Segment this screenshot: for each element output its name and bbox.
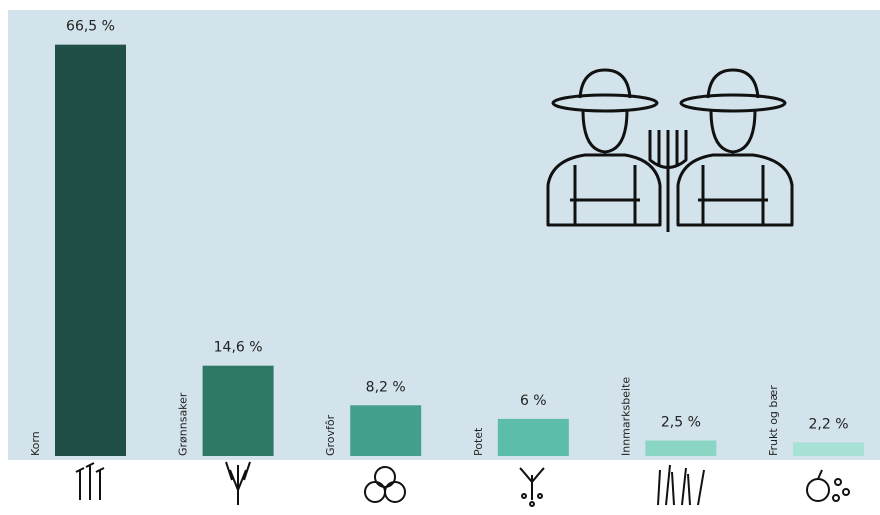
- bar: [350, 405, 421, 456]
- category-label: Grovfôr: [324, 414, 337, 456]
- value-label: 2,5 %: [661, 415, 701, 431]
- bar: [498, 419, 569, 456]
- bar: [55, 45, 126, 456]
- category-label: Innmarksbeite: [619, 377, 632, 456]
- value-label: 14,6 %: [214, 340, 263, 356]
- value-label: 8,2 %: [366, 379, 406, 395]
- category-label: Grønnsaker: [177, 392, 190, 456]
- chart: 66,5 % Korn 14,6 % Grønnsaker 8,2 % Grovfôr 6 …: [0, 0, 880, 515]
- category-icons: [76, 462, 849, 506]
- page: {"chart_data": {"type": "bar", "categori…: [0, 0, 880, 515]
- bar: [793, 442, 864, 456]
- category-label: Frukt og bær: [767, 385, 780, 456]
- bar: [645, 441, 716, 456]
- value-label: 6 %: [520, 393, 547, 409]
- category-label: Potet: [472, 427, 485, 456]
- category-label: Korn: [29, 431, 42, 456]
- value-label: 2,2 %: [808, 416, 848, 432]
- bar: [203, 366, 274, 456]
- value-label: 66,5 %: [66, 19, 115, 35]
